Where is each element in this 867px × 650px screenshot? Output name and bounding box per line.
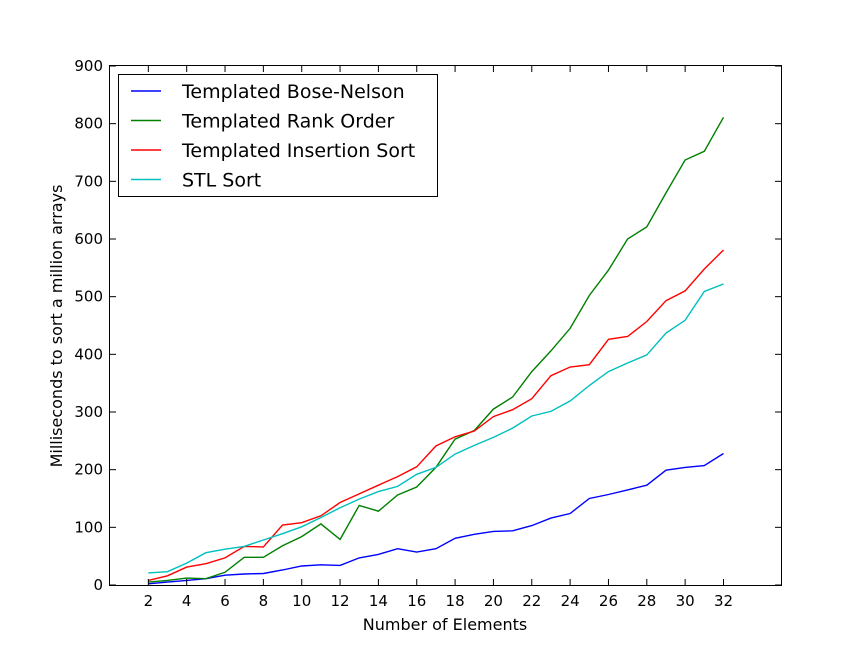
legend-label: Templated Insertion Sort: [181, 140, 415, 162]
y-tick-label: 900: [74, 57, 103, 75]
y-tick-label: 600: [74, 230, 103, 248]
x-axis-label: Number of Elements: [363, 615, 527, 634]
x-tick-label: 30: [676, 592, 695, 610]
x-tick-label: 14: [369, 592, 388, 610]
y-tick-label: 0: [93, 576, 103, 594]
series-layer: [148, 116, 725, 585]
x-tick-label: 6: [220, 592, 230, 610]
y-tick-label: 300: [74, 403, 103, 421]
x-tick-label: 2: [144, 592, 154, 610]
legend-label: Templated Bose-Nelson: [181, 81, 405, 103]
series-line-4: [148, 283, 724, 574]
plot-frame: [109, 65, 782, 586]
legend: Templated Bose-Nelson Templated Rank Orde…: [118, 74, 438, 197]
x-tick-label: 10: [292, 592, 311, 610]
y-axis-label: Milliseconds to sort a million arrays: [47, 185, 66, 468]
x-tick-label: 12: [331, 592, 350, 610]
tick-layer: 2 4 6 8 10 12 14 16 18 20 22 24 26 28 30 32010020030040…: [74, 57, 781, 610]
y-tick-label: 500: [74, 288, 103, 306]
x-tick-label: 18: [446, 592, 465, 610]
series-line-1: [148, 452, 724, 585]
legend-label: Templated Rank Order: [181, 111, 394, 133]
y-tick-label: 100: [74, 518, 103, 536]
legend-frame: [118, 74, 438, 197]
legend-label: STL Sort: [182, 170, 261, 192]
x-tick-label: 24: [561, 592, 580, 610]
x-tick-label: 4: [182, 592, 192, 610]
y-tick-label: 400: [74, 345, 103, 363]
x-tick-label: 22: [522, 592, 541, 610]
y-tick-label: 800: [74, 115, 103, 133]
x-tick-label: 20: [484, 592, 503, 610]
x-tick-label: 16: [407, 592, 426, 610]
x-tick-label: 32: [714, 592, 733, 610]
y-tick-label: 700: [74, 172, 103, 190]
x-tick-label: 8: [259, 592, 269, 610]
x-tick-label: 28: [637, 592, 656, 610]
y-tick-label: 200: [74, 461, 103, 479]
x-tick-label: 26: [599, 592, 618, 610]
